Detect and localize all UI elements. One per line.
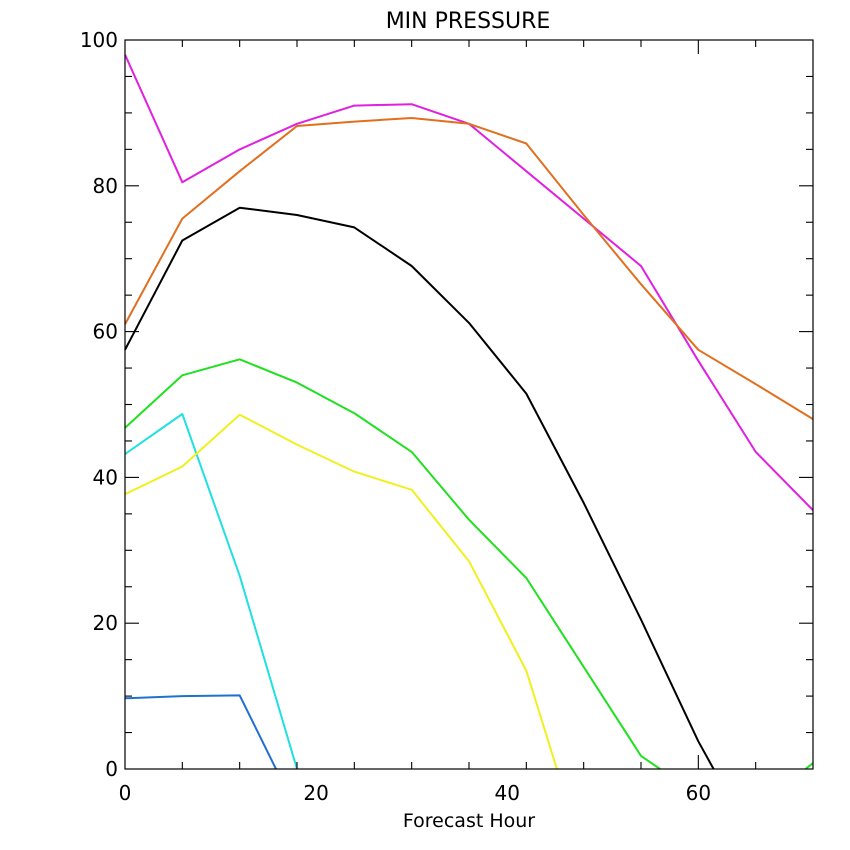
x-axis-label: Forecast Hour [403, 810, 535, 832]
y-tick-label-0: 0 [105, 757, 118, 781]
labels-layer: 0 20 40 60 0 20 40 60 80 100 [80, 28, 711, 805]
y-tick-label-40: 40 [93, 465, 118, 489]
series-line-5 [124, 413, 558, 770]
plot-frame [124, 39, 814, 770]
x-tick-label-20: 20 [303, 781, 328, 805]
x-tick-label-60: 60 [686, 781, 711, 805]
series-line-4 [124, 413, 298, 770]
y-tick-label-60: 60 [93, 320, 118, 344]
y-tick-label-100: 100 [80, 28, 118, 52]
series-line-2 [124, 206, 715, 770]
x-tick-label-0: 0 [119, 781, 132, 805]
series-line-6 [124, 694, 277, 770]
y-tick-label-80: 80 [93, 174, 118, 198]
series-layer [124, 54, 814, 770]
series-line-3 [124, 358, 661, 770]
ticks-layer [125, 40, 813, 769]
series-line-7 [804, 762, 814, 770]
x-tick-label-40: 40 [494, 781, 519, 805]
y-tick-label-20: 20 [93, 611, 118, 635]
chart-title: MIN PRESSURE [386, 9, 551, 34]
series-line-1 [124, 117, 814, 420]
